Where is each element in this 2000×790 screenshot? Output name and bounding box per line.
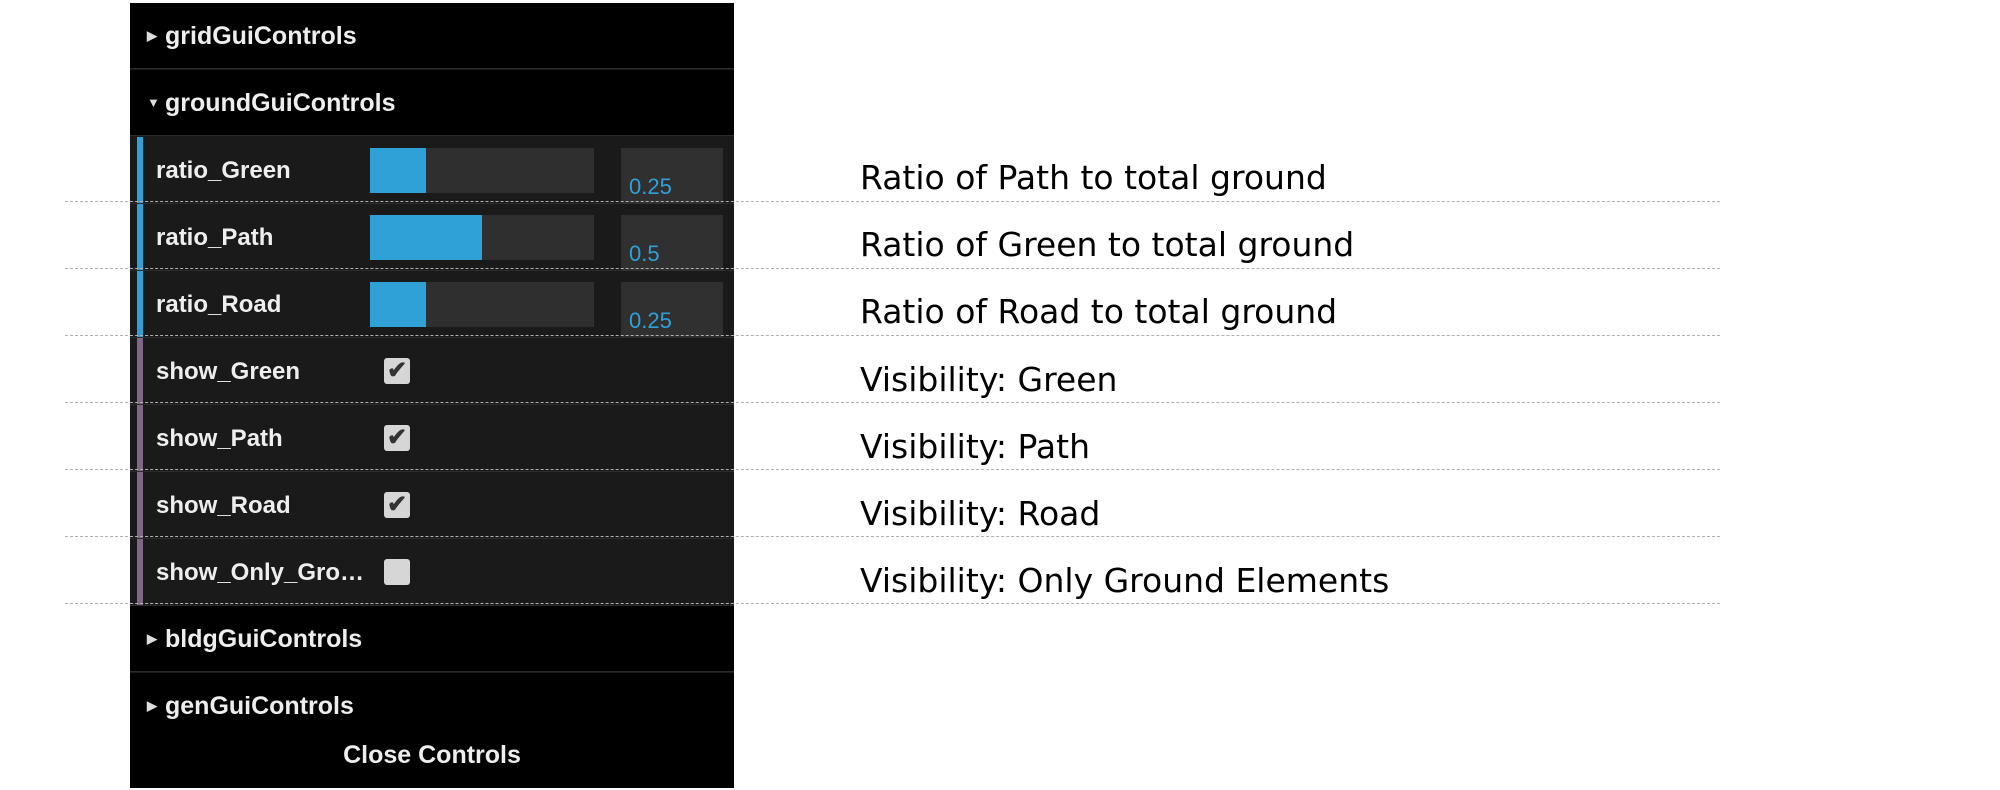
slider-fill [370, 215, 482, 260]
control-label: ratio_Green [156, 157, 291, 184]
guide-line [65, 201, 1720, 202]
row-accent [137, 137, 143, 203]
gui-controls-panel: ▶ gridGuiControls ▼ groundGuiControls ra… [130, 3, 734, 788]
slider-row-ratio-green: ratio_Green 0.25 [130, 137, 734, 204]
folder-label: gridGuiControls [165, 22, 357, 50]
row-accent [137, 271, 143, 337]
show-path-checkbox[interactable]: ✔ [384, 425, 410, 451]
checkbox-row-show-path: show_Path ✔ [130, 405, 734, 472]
slider-fill [370, 148, 426, 193]
row-accent [137, 405, 143, 471]
show-road-checkbox[interactable]: ✔ [384, 492, 410, 518]
guide-line [65, 335, 1720, 336]
folder-label: bldgGuiControls [165, 625, 363, 653]
folder-label: genGuiControls [165, 692, 354, 720]
close-controls-button[interactable]: Close Controls [130, 730, 734, 788]
checkmark-icon: ✔ [386, 424, 408, 451]
folder-ground-gui-controls[interactable]: ▼ groundGuiControls [130, 70, 734, 136]
ratio-road-value-input[interactable]: 0.25 [621, 282, 723, 338]
annotation-visibility-path: Visibility: Path [860, 427, 1091, 466]
row-accent [137, 539, 143, 605]
slider-row-ratio-road: ratio_Road 0.25 [130, 271, 734, 338]
checkbox-row-show-only-ground: show_Only_Gro… [130, 539, 734, 606]
ratio-path-slider[interactable] [370, 215, 594, 260]
checkmark-icon: ✔ [386, 491, 408, 518]
annotation-visibility-road: Visibility: Road [860, 494, 1101, 533]
show-only-ground-checkbox[interactable] [384, 559, 410, 585]
ratio-road-slider[interactable] [370, 282, 594, 327]
control-label: show_Only_Gro… [156, 559, 365, 586]
slider-row-ratio-path: ratio_Path 0.5 [130, 204, 734, 271]
control-label: show_Path [156, 425, 283, 452]
annotation-ratio-road: Ratio of Road to total ground [860, 292, 1338, 331]
checkbox-row-show-green: show_Green ✔ [130, 338, 734, 405]
show-green-checkbox[interactable]: ✔ [384, 358, 410, 384]
row-accent [137, 472, 143, 538]
checkmark-icon: ✔ [386, 357, 408, 384]
guide-line [65, 536, 1720, 537]
ratio-path-value-input[interactable]: 0.5 [621, 215, 723, 271]
guide-line [65, 402, 1720, 403]
row-accent [137, 338, 143, 404]
guide-line [65, 268, 1720, 269]
triangle-right-icon: ▶ [147, 631, 157, 646]
control-label: show_Green [156, 358, 301, 385]
folder-gen-gui-controls[interactable]: ▶ genGuiControls [130, 673, 734, 739]
folder-grid-gui-controls[interactable]: ▶ gridGuiControls [130, 3, 734, 69]
control-label: ratio_Road [156, 291, 282, 318]
annotation-ratio-path: Ratio of Path to total ground [860, 158, 1327, 197]
control-label: ratio_Path [156, 224, 274, 251]
annotation-visibility-only-ground: Visibility: Only Ground Elements [860, 561, 1390, 600]
folder-label: groundGuiControls [165, 89, 396, 117]
annotation-visibility-green: Visibility: Green [860, 360, 1118, 399]
guide-line [65, 469, 1720, 470]
annotation-ratio-green: Ratio of Green to total ground [860, 225, 1355, 264]
row-accent [137, 204, 143, 270]
control-label: show_Road [156, 492, 291, 519]
triangle-right-icon: ▶ [147, 698, 157, 713]
ratio-green-value-input[interactable]: 0.25 [621, 148, 723, 204]
guide-line [65, 603, 1720, 604]
triangle-down-icon: ▼ [147, 95, 160, 110]
triangle-right-icon: ▶ [147, 28, 157, 43]
folder-bldg-gui-controls[interactable]: ▶ bldgGuiControls [130, 606, 734, 672]
ratio-green-slider[interactable] [370, 148, 594, 193]
checkbox-row-show-road: show_Road ✔ [130, 472, 734, 539]
slider-fill [370, 282, 426, 327]
